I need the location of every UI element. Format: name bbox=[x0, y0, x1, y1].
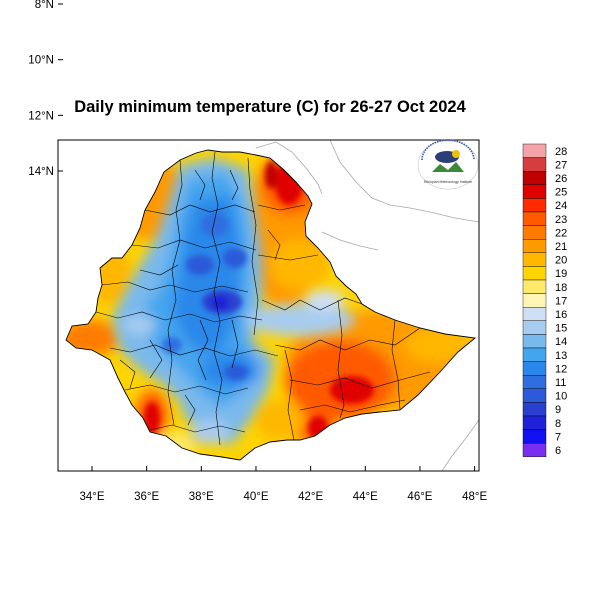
x-tick-label: 46°E bbox=[407, 491, 432, 503]
colorbar-swatch bbox=[522, 347, 547, 362]
x-tick-label: 42°E bbox=[298, 491, 323, 503]
colorbar-label: 27 bbox=[555, 159, 567, 171]
y-tick-label: 8°N bbox=[35, 0, 54, 11]
colorbar-swatch bbox=[522, 143, 547, 158]
colorbar-swatch bbox=[522, 375, 547, 390]
temperature-field bbox=[66, 150, 475, 460]
colorbar-swatch bbox=[522, 225, 547, 240]
colorbar-swatch bbox=[522, 170, 547, 185]
colorbar-label: 20 bbox=[555, 255, 567, 267]
colorbar-swatch bbox=[522, 211, 547, 226]
x-tick-label: 48°E bbox=[462, 491, 487, 503]
y-tick-label: 12°N bbox=[28, 110, 54, 122]
y-axis: 14°N12°N10°N8°N6°N4°N bbox=[28, 0, 63, 178]
colorbar-swatch bbox=[522, 157, 547, 172]
colorbar-label: 9 bbox=[555, 404, 561, 416]
colorbar-swatch bbox=[522, 334, 547, 349]
colorbar-label: 8 bbox=[555, 418, 561, 430]
y-tick-label: 10°N bbox=[28, 55, 54, 67]
colorbar-label: 17 bbox=[555, 295, 567, 307]
colorbar-swatch bbox=[522, 429, 547, 444]
colorbar-label: 15 bbox=[555, 323, 567, 335]
colorbar-label: 19 bbox=[555, 268, 567, 280]
x-tick-label: 40°E bbox=[243, 491, 268, 503]
colorbar-label: 16 bbox=[555, 309, 567, 321]
colorbar-label: 28 bbox=[555, 146, 567, 158]
colorbar-swatch bbox=[522, 252, 547, 267]
colorbar-swatch bbox=[522, 415, 547, 430]
colorbar-label: 22 bbox=[555, 227, 567, 239]
colorbar-label: 18 bbox=[555, 282, 567, 294]
colorbar-swatch bbox=[522, 279, 547, 294]
x-tick-label: 38°E bbox=[189, 491, 214, 503]
colorbar-label: 10 bbox=[555, 391, 567, 403]
colorbar-swatch bbox=[522, 388, 547, 403]
x-axis: 34°E 36°E 38°E 40°E 42°E 44°E 46°E 48°E bbox=[79, 466, 487, 503]
colorbar-label: 21 bbox=[555, 241, 567, 253]
colorbar-swatch bbox=[522, 266, 547, 281]
colorbar-swatch bbox=[522, 320, 547, 335]
colorbar-label: 24 bbox=[555, 200, 567, 212]
colorbar-label: 6 bbox=[555, 445, 561, 457]
colorbar-swatch bbox=[522, 402, 547, 417]
x-tick-label: 34°E bbox=[79, 491, 104, 503]
colorbar-label: 11 bbox=[555, 377, 566, 389]
colorbar-label: 26 bbox=[555, 173, 567, 185]
colorbar-swatch bbox=[522, 361, 547, 376]
admin-boundaries bbox=[95, 151, 431, 446]
coastlines bbox=[255, 140, 479, 471]
institute-logo: Ethiopian Meteorology Institute bbox=[417, 139, 479, 190]
colorbar-label: 14 bbox=[555, 336, 567, 348]
colorbar-swatch bbox=[522, 443, 547, 458]
plot-frame bbox=[57, 139, 480, 472]
colorbar-label: 23 bbox=[555, 214, 567, 226]
logo-text: Ethiopian Meteorology Institute bbox=[424, 180, 472, 184]
y-tick-label: 14°N bbox=[28, 166, 54, 178]
colorbar-swatch bbox=[522, 238, 547, 253]
map-title: Daily minimum temperature (C) for 26-27 … bbox=[74, 98, 466, 116]
x-tick-label: 36°E bbox=[134, 491, 159, 503]
sun-icon bbox=[452, 150, 460, 158]
colorbar-label: 7 bbox=[555, 431, 561, 443]
mountain-icon bbox=[432, 162, 464, 172]
colorbar-label: 12 bbox=[555, 363, 567, 375]
colorbar-label: 13 bbox=[555, 350, 567, 362]
colorbar-swatch bbox=[522, 184, 547, 199]
colorbar-swatch bbox=[522, 307, 547, 322]
colorbar-swatch bbox=[522, 293, 547, 308]
colorbar-swatch bbox=[522, 198, 547, 213]
x-tick-label: 44°E bbox=[353, 491, 378, 503]
colorbar-label: 25 bbox=[555, 187, 567, 199]
